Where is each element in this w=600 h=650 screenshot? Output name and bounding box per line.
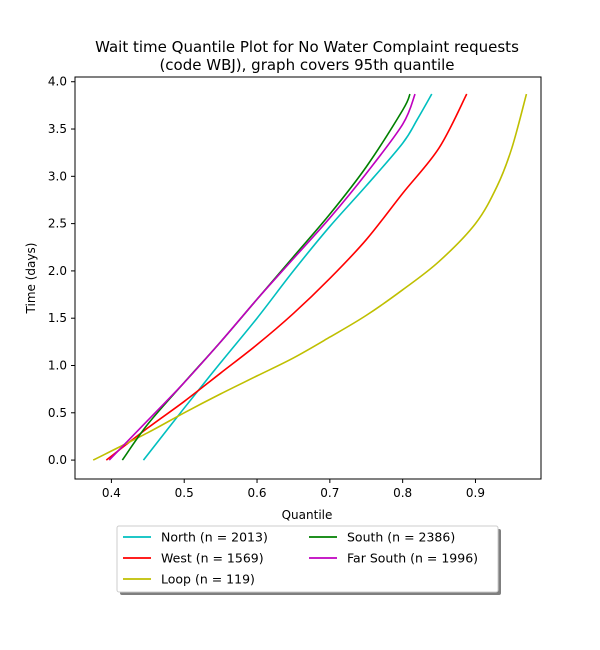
x-tick-label: 0.6 bbox=[247, 486, 266, 500]
y-tick-label: 1.5 bbox=[48, 311, 67, 325]
legend-label-west: West (n = 1569) bbox=[161, 551, 264, 566]
legend: North (n = 2013) West (n = 1569) Loop (n =… bbox=[116, 525, 501, 595]
y-tick-label: 4.0 bbox=[48, 75, 67, 89]
legend-label-north: North (n = 2013) bbox=[161, 530, 268, 545]
legend-label-loop: Loop (n = 119) bbox=[161, 572, 255, 587]
series-line-far-south bbox=[108, 93, 416, 461]
y-tick-label: 3.5 bbox=[48, 122, 67, 136]
series-line-loop bbox=[92, 93, 528, 461]
series-line-north bbox=[142, 93, 433, 461]
legend-box bbox=[116, 525, 499, 593]
series-layer bbox=[92, 93, 528, 461]
legend-label-far-south: Far South (n = 1996) bbox=[347, 551, 478, 566]
y-axis-label: Time (days) bbox=[24, 243, 38, 315]
x-tick-label: 0.7 bbox=[320, 486, 339, 500]
plot-area-frame bbox=[74, 76, 542, 480]
x-tick-label: 0.8 bbox=[393, 486, 412, 500]
chart-title-line-2: (code WBJ), graph covers 95th quantile bbox=[159, 56, 454, 74]
chart-title-line-1: Wait time Quantile Plot for No Water Com… bbox=[95, 38, 519, 56]
x-axis-label: Quantile bbox=[282, 508, 333, 522]
y-tick-label: 2.5 bbox=[48, 217, 67, 231]
series-line-south bbox=[121, 93, 411, 461]
x-tick-label: 0.5 bbox=[175, 486, 194, 500]
y-tick-label: 0.5 bbox=[48, 406, 67, 420]
series-line-west bbox=[105, 93, 468, 461]
x-tick-label: 0.4 bbox=[102, 486, 121, 500]
legend-entries: North (n = 2013) West (n = 1569) Loop (n =… bbox=[123, 530, 478, 587]
ticks-layer: 0.4 0.5 0.6 0.7 0.8 0.9 0.0 0.5 1.0 1.5 2.0 2.5 3.0 3… bbox=[48, 75, 485, 500]
legend-label-south: South (n = 2386) bbox=[347, 530, 455, 545]
x-tick-label: 0.9 bbox=[466, 486, 485, 500]
y-tick-label: 2.0 bbox=[48, 264, 67, 278]
y-tick-label: 1.0 bbox=[48, 358, 67, 372]
y-tick-label: 3.0 bbox=[48, 169, 67, 183]
y-tick-label: 0.0 bbox=[48, 453, 67, 467]
